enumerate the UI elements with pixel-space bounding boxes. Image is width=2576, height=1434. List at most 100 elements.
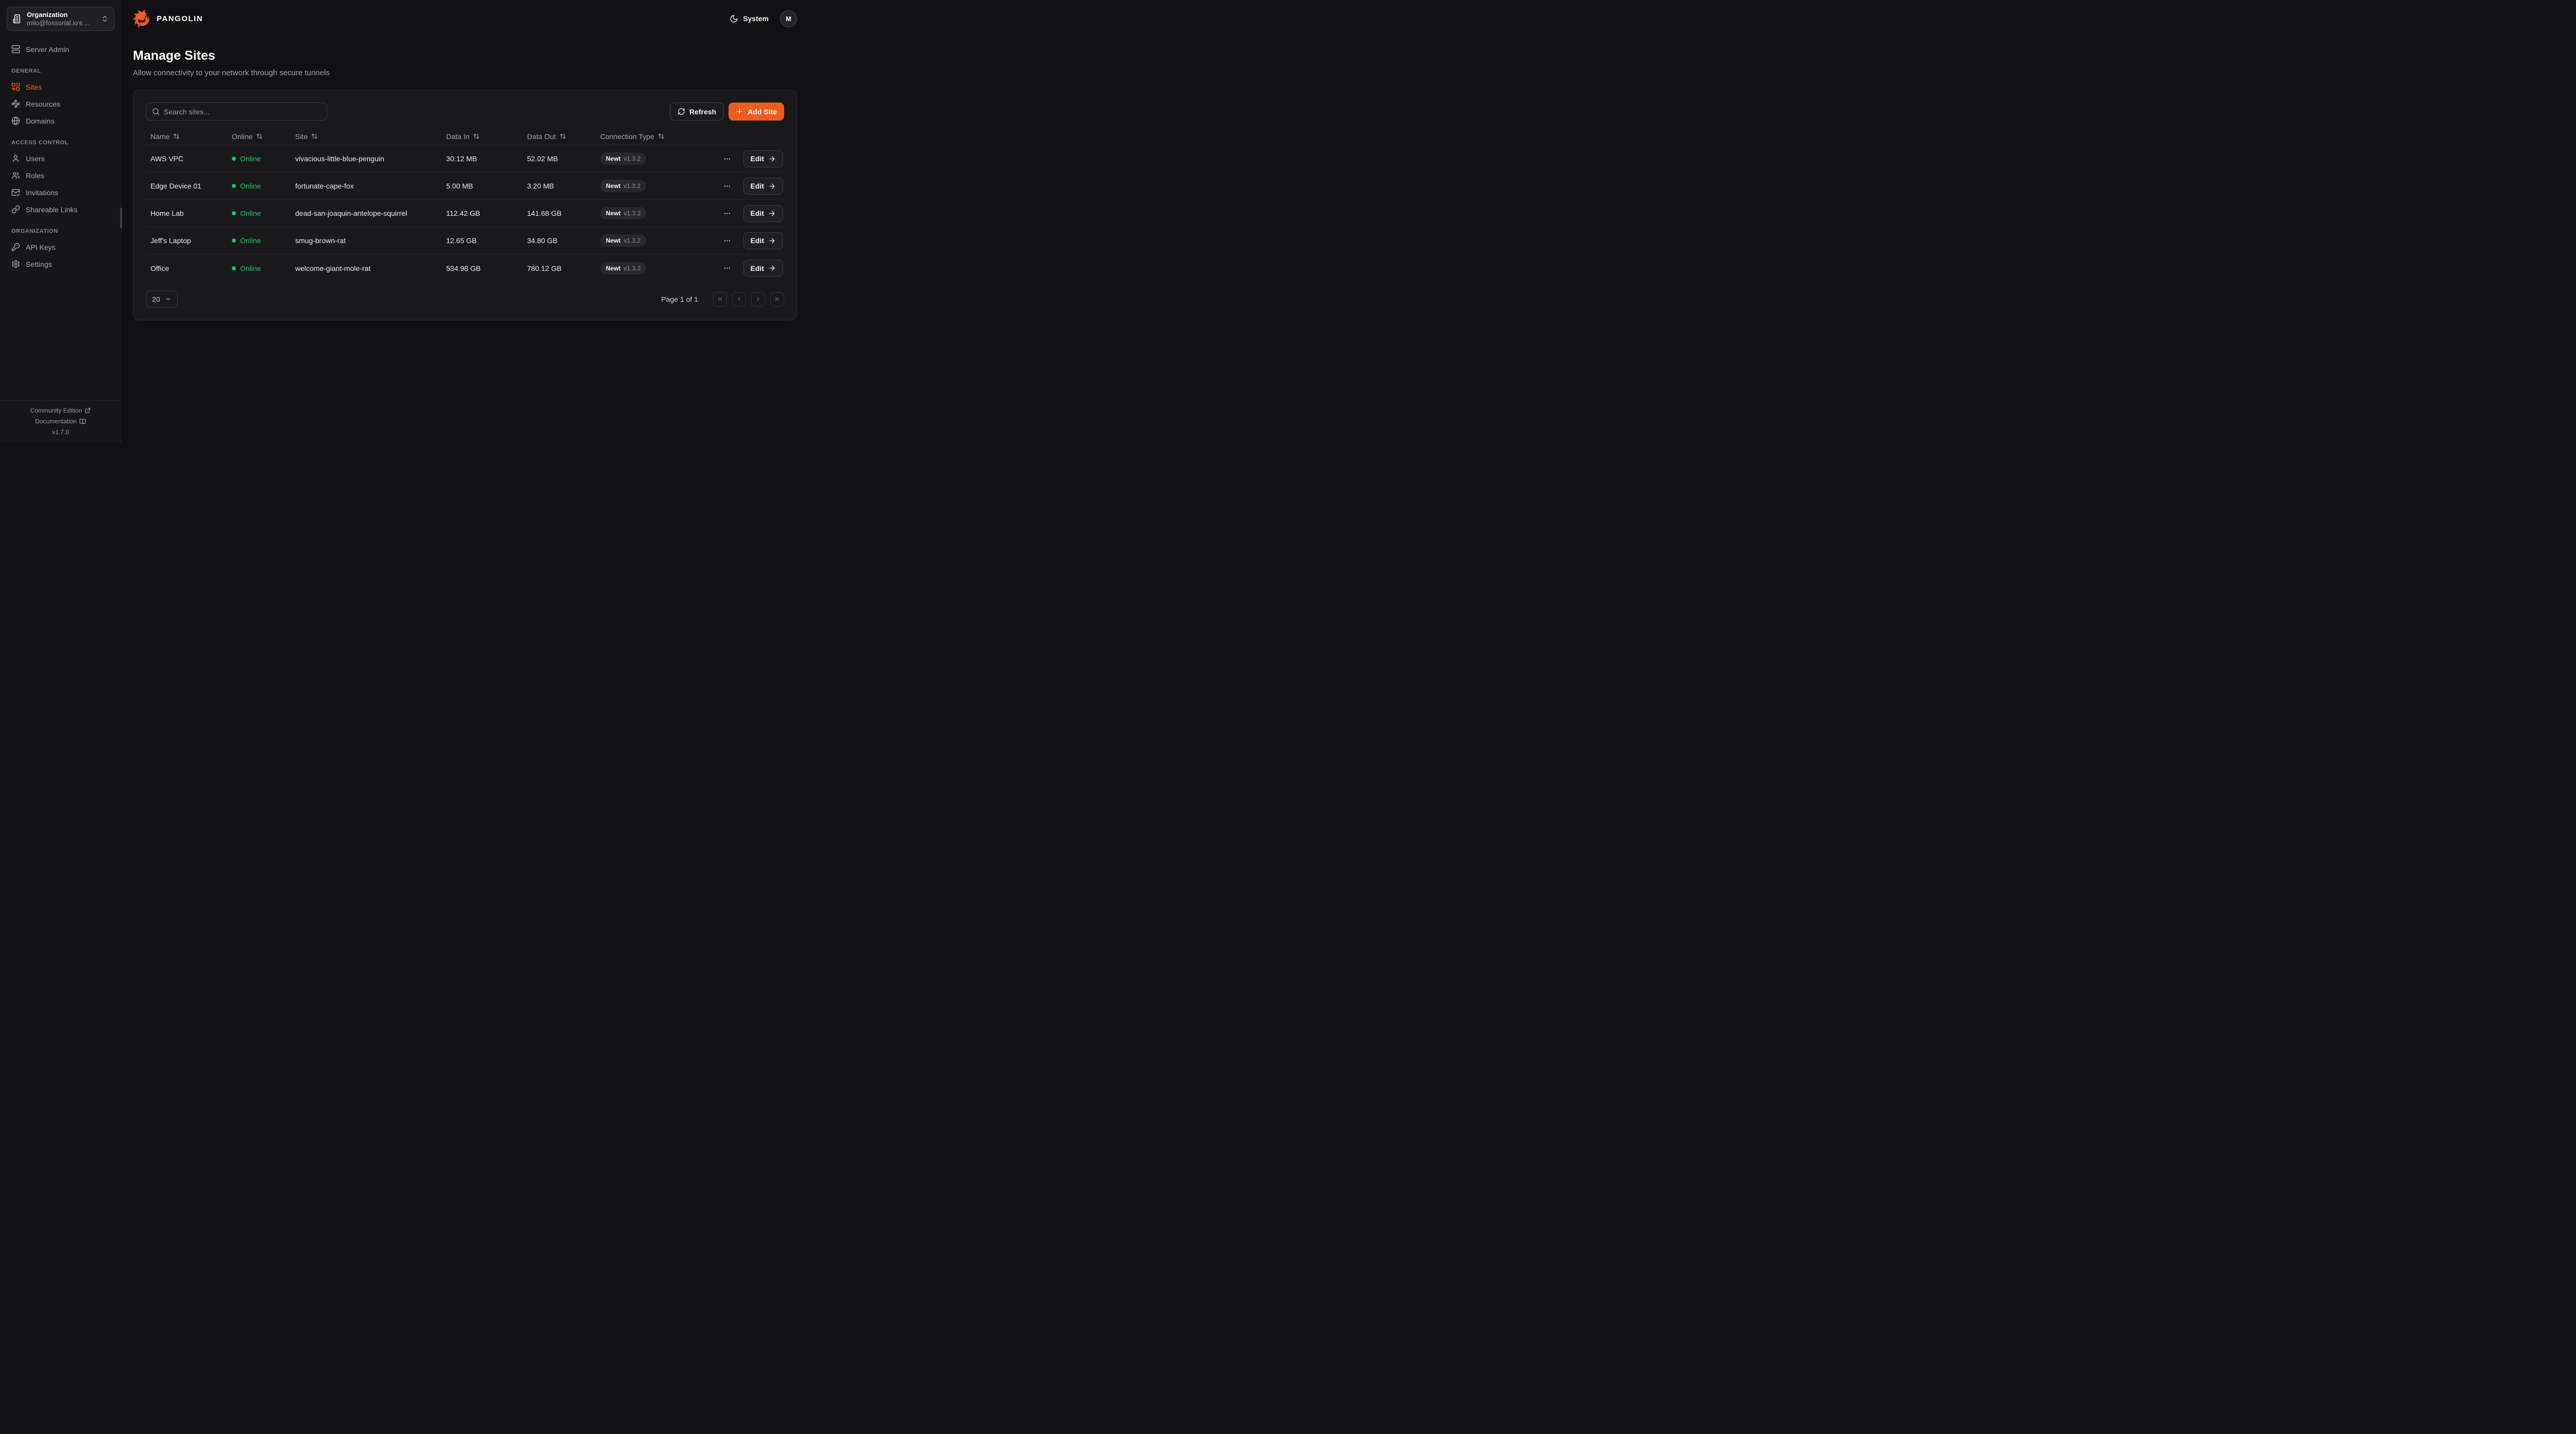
page-size-select[interactable]: 20 xyxy=(146,291,178,308)
site-name-cell: AWS VPC xyxy=(150,155,184,163)
connection-version-label: v1.3.2 xyxy=(623,182,641,190)
search-input[interactable] xyxy=(164,107,321,116)
pagination-buttons xyxy=(713,292,784,306)
nav-section-organization: ORGANIZATION xyxy=(11,228,58,234)
sidebar-item-server-admin[interactable]: Server Admin xyxy=(7,41,114,58)
first-page-button[interactable] xyxy=(713,292,727,306)
edit-button[interactable]: Edit xyxy=(743,260,783,277)
sidebar-item-label: Users xyxy=(26,154,45,163)
sidebar-item-label: Invitations xyxy=(26,188,59,197)
connection-type-badge: Newt v1.3.2 xyxy=(600,262,647,275)
sidebar-item-users[interactable]: Users xyxy=(7,150,114,167)
previous-page-button[interactable] xyxy=(732,292,746,306)
user-icon xyxy=(11,154,20,163)
connection-version-label: v1.3.2 xyxy=(623,264,641,272)
site-id-cell: welcome-giant-mole-rat xyxy=(295,264,371,272)
community-edition-link[interactable]: Community Edition xyxy=(30,407,91,414)
connection-type-badge: Newt v1.3.2 xyxy=(600,234,647,247)
theme-label: System xyxy=(743,14,769,23)
refresh-button[interactable]: Refresh xyxy=(670,103,724,121)
sort-icon xyxy=(173,133,180,140)
sidebar-item-api-keys[interactable]: API Keys xyxy=(7,238,114,255)
online-status-dot xyxy=(232,266,236,270)
site-id-cell: smug-brown-rat xyxy=(295,236,346,245)
data-out-cell: 52.02 MB xyxy=(527,155,558,163)
connection-type-label: Newt xyxy=(606,155,621,162)
avatar[interactable]: M xyxy=(780,10,797,27)
row-menu-button[interactable] xyxy=(721,236,733,246)
sidebar-resize-handle[interactable] xyxy=(120,208,122,228)
edit-button[interactable]: Edit xyxy=(743,204,783,222)
last-page-button[interactable] xyxy=(770,292,784,306)
sidebar-item-label: Domains xyxy=(26,116,55,125)
edit-button[interactable]: Edit xyxy=(743,232,783,249)
edit-button-label: Edit xyxy=(750,209,764,217)
row-menu-button[interactable] xyxy=(721,181,733,191)
link-icon xyxy=(11,205,20,214)
site-status-cell: Online xyxy=(227,236,291,245)
row-menu-button[interactable] xyxy=(721,263,733,273)
next-page-button[interactable] xyxy=(751,292,765,306)
sidebar-item-sites[interactable]: Sites xyxy=(7,78,114,95)
sites-toolbar: Refresh Add Site xyxy=(146,103,784,121)
site-status-cell: Online xyxy=(227,155,291,163)
pangolin-logo-icon xyxy=(133,9,152,28)
brand-logo[interactable]: PANGOLIN xyxy=(133,9,203,28)
avatar-initial: M xyxy=(786,14,791,23)
connection-type-cell: Newt v1.3.2 xyxy=(596,180,721,192)
edit-button-label: Edit xyxy=(750,236,764,245)
sidebar-item-roles[interactable]: Roles xyxy=(7,167,114,184)
org-selector[interactable]: Organization milo@fossorial.io's ... xyxy=(7,7,114,31)
online-status-label: Online xyxy=(240,182,261,190)
users-icon xyxy=(11,171,20,180)
sort-icon xyxy=(658,133,665,140)
nav-section-access-control: ACCESS CONTROL xyxy=(11,140,69,146)
edit-button[interactable]: Edit xyxy=(743,150,783,167)
connection-type-label: Newt xyxy=(606,264,621,272)
site-name-cell: Edge Device 01 xyxy=(150,182,201,190)
sidebar-item-shareable-links[interactable]: Shareable Links xyxy=(7,201,114,218)
online-status-dot xyxy=(232,157,236,161)
column-header-name[interactable]: Name xyxy=(146,132,227,141)
column-header-connection-type[interactable]: Connection Type xyxy=(596,132,721,141)
moon-icon xyxy=(730,14,738,23)
combine-icon xyxy=(11,82,20,91)
sidebar-item-invitations[interactable]: Invitations xyxy=(7,184,114,201)
row-menu-button[interactable] xyxy=(721,154,733,164)
pagination-bar: 20 Page 1 of 1 xyxy=(146,291,784,308)
refresh-icon xyxy=(677,108,685,115)
mail-check-icon xyxy=(11,188,20,197)
documentation-link[interactable]: Documentation xyxy=(35,418,86,425)
arrow-right-icon xyxy=(768,210,776,217)
page-size-value: 20 xyxy=(152,295,160,303)
main-content: PANGOLIN System M Manage Sites Allow con… xyxy=(122,0,808,443)
sidebar-item-domains[interactable]: Domains xyxy=(7,112,114,129)
table-row: Home Lab Online dead-san-joaquin-antelop… xyxy=(146,200,784,227)
sidebar-item-resources[interactable]: Resources xyxy=(7,95,114,112)
edit-button[interactable]: Edit xyxy=(743,177,783,195)
data-in-cell: 30.12 MB xyxy=(446,155,477,163)
arrow-right-icon xyxy=(768,264,776,272)
sidebar-item-settings[interactable]: Settings xyxy=(7,255,114,272)
refresh-label: Refresh xyxy=(689,107,717,116)
data-out-cell: 3.20 MB xyxy=(527,182,554,190)
table-header-row: Name Online Site Data In Data Out xyxy=(146,128,784,145)
connection-type-cell: Newt v1.3.2 xyxy=(596,262,721,275)
column-header-site[interactable]: Site xyxy=(291,132,442,141)
site-name-cell: Jeff's Laptop xyxy=(150,236,191,245)
data-in-cell: 534.98 GB xyxy=(446,264,481,272)
site-status-cell: Online xyxy=(227,209,291,217)
sort-icon xyxy=(560,133,566,140)
online-status-dot xyxy=(232,184,236,188)
row-menu-button[interactable] xyxy=(721,209,733,218)
add-site-button[interactable]: Add Site xyxy=(728,103,784,121)
site-status-cell: Online xyxy=(227,264,291,272)
search-icon xyxy=(152,108,160,115)
table-body: AWS VPC Online vivacious-little-blue-pen… xyxy=(146,145,784,282)
column-header-data-out[interactable]: Data Out xyxy=(522,132,596,141)
connection-type-badge: Newt v1.3.2 xyxy=(600,207,647,219)
column-header-data-in[interactable]: Data In xyxy=(442,132,522,141)
theme-toggle[interactable]: System xyxy=(730,14,769,23)
site-name-cell: Home Lab xyxy=(150,209,184,217)
column-header-online[interactable]: Online xyxy=(227,132,291,141)
